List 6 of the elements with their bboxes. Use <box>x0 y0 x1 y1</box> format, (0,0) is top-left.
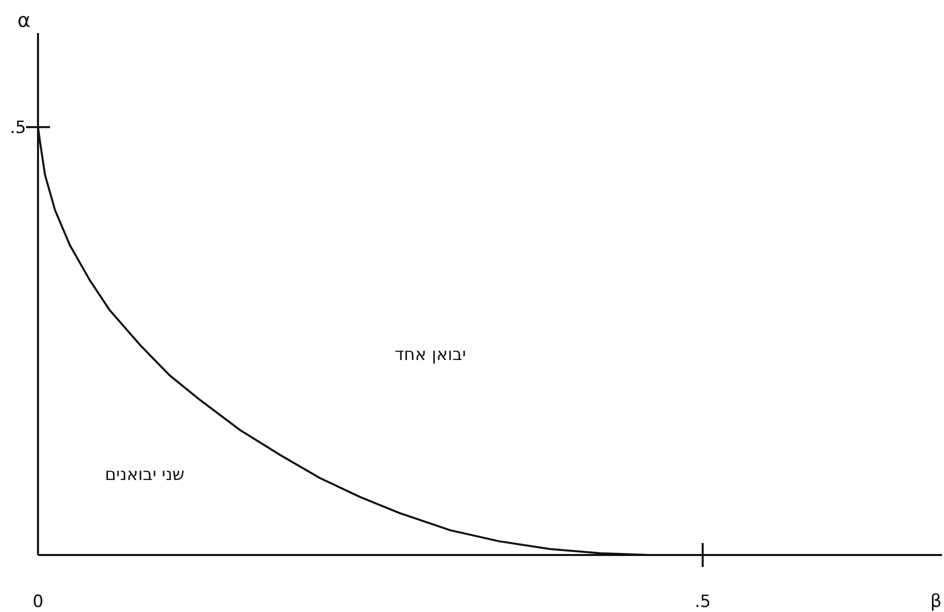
annotation: שני יבואנים <box>104 464 184 485</box>
text: .5 <box>10 118 26 138</box>
x-tick-label: 0 <box>32 592 44 612</box>
x-axis-title: β <box>930 591 942 612</box>
annotation: יבואן אחד <box>394 344 466 365</box>
y-axis-title: α <box>17 8 31 32</box>
